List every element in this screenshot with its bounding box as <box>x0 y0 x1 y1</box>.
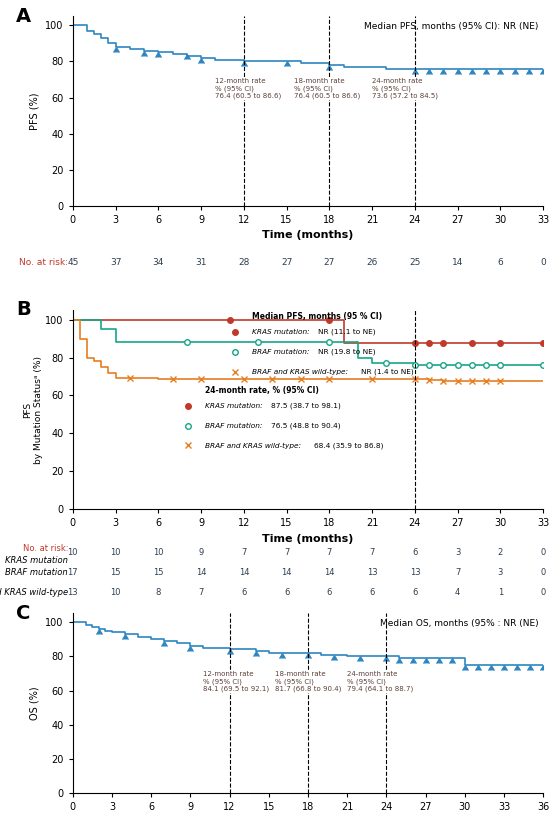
Text: C: C <box>16 605 31 623</box>
Text: 4: 4 <box>455 588 460 597</box>
Text: 76.5 (48.8 to 90.4): 76.5 (48.8 to 90.4) <box>271 422 341 429</box>
Text: 34: 34 <box>153 258 164 267</box>
Text: 14: 14 <box>239 569 249 578</box>
Text: 25: 25 <box>409 258 421 267</box>
Text: 37: 37 <box>110 258 122 267</box>
Text: 6: 6 <box>284 588 290 597</box>
Text: 24-month rate, % (95% CI): 24-month rate, % (95% CI) <box>204 386 319 395</box>
Text: 1: 1 <box>498 588 503 597</box>
X-axis label: Time (months): Time (months) <box>262 533 354 544</box>
Text: 15: 15 <box>153 569 164 578</box>
Text: KRAS mutation:: KRAS mutation: <box>251 329 311 335</box>
Text: 13: 13 <box>68 588 78 597</box>
Text: NR (11.1 to NE): NR (11.1 to NE) <box>318 329 376 335</box>
Text: 3: 3 <box>455 548 460 557</box>
Y-axis label: PFS
by Mutation Statusᵃ (%): PFS by Mutation Statusᵃ (%) <box>23 356 43 464</box>
Text: Median OS, months (95% : NR (NE): Median OS, months (95% : NR (NE) <box>380 618 539 627</box>
Text: 24-month rate
% (95% CI)
79.4 (64.1 to 88.7): 24-month rate % (95% CI) 79.4 (64.1 to 8… <box>347 672 413 693</box>
Text: B: B <box>16 300 31 319</box>
Text: 14: 14 <box>452 258 463 267</box>
Y-axis label: PFS (%): PFS (%) <box>30 92 40 130</box>
Text: 27: 27 <box>281 258 292 267</box>
Text: 13: 13 <box>367 569 377 578</box>
Text: 9: 9 <box>198 548 204 557</box>
Text: BRAF and KRAS wild-type:: BRAF and KRAS wild-type: <box>251 369 350 375</box>
Text: 10: 10 <box>110 548 121 557</box>
Text: 12-month rate
% (95% CI)
84.1 (69.5 to 92.1): 12-month rate % (95% CI) 84.1 (69.5 to 9… <box>203 672 269 693</box>
Text: 28: 28 <box>238 258 250 267</box>
Text: 0: 0 <box>540 258 546 267</box>
Text: A: A <box>16 7 31 26</box>
Text: NR (19.8 to NE): NR (19.8 to NE) <box>318 348 376 355</box>
Text: Median PFS, months (95% CI): NR (NE): Median PFS, months (95% CI): NR (NE) <box>364 22 539 31</box>
Text: 10: 10 <box>110 588 121 597</box>
Text: 8: 8 <box>156 588 161 597</box>
Text: 10: 10 <box>153 548 164 557</box>
Text: 0: 0 <box>540 588 546 597</box>
Text: KRAS mutation:: KRAS mutation: <box>204 402 264 409</box>
Text: 15: 15 <box>110 569 121 578</box>
Text: 6: 6 <box>498 258 503 267</box>
Text: No. at risk:: No. at risk: <box>22 545 68 554</box>
Text: BRAF and KRAS wild-type: BRAF and KRAS wild-type <box>0 588 68 597</box>
Text: BRAF mutation: BRAF mutation <box>6 569 68 578</box>
Text: 6: 6 <box>370 588 375 597</box>
Text: 14: 14 <box>324 569 335 578</box>
Text: No. at risk:: No. at risk: <box>19 258 68 267</box>
Text: KRAS mutation: KRAS mutation <box>5 556 68 565</box>
Text: 18-month rate
% (95% CI)
81.7 (66.8 to 90.4): 18-month rate % (95% CI) 81.7 (66.8 to 9… <box>276 672 342 693</box>
Text: BRAF and KRAS wild-type:: BRAF and KRAS wild-type: <box>204 443 303 448</box>
Text: 6: 6 <box>326 588 332 597</box>
Text: 3: 3 <box>498 569 503 578</box>
Text: 6: 6 <box>241 588 246 597</box>
Text: 0: 0 <box>540 548 546 557</box>
Text: 45: 45 <box>67 258 78 267</box>
Text: BRAF mutation:: BRAF mutation: <box>251 349 311 355</box>
Text: 24-month rate
% (95% CI)
73.6 (57.2 to 84.5): 24-month rate % (95% CI) 73.6 (57.2 to 8… <box>372 78 438 99</box>
X-axis label: Time (months): Time (months) <box>262 231 354 240</box>
Text: 10: 10 <box>68 548 78 557</box>
Text: 2: 2 <box>498 548 503 557</box>
Text: NR (1.4 to NE): NR (1.4 to NE) <box>361 369 413 375</box>
Text: 27: 27 <box>324 258 335 267</box>
Text: Median PFS, months (95 % CI): Median PFS, months (95 % CI) <box>251 312 382 321</box>
Text: 6: 6 <box>412 588 418 597</box>
Text: 12-month rate
% (95% CI)
76.4 (60.5 to 86.6): 12-month rate % (95% CI) 76.4 (60.5 to 8… <box>216 78 282 99</box>
Text: 14: 14 <box>196 569 206 578</box>
Text: 7: 7 <box>241 548 246 557</box>
Text: 18-month rate
% (95% CI)
76.4 (60.5 to 86.6): 18-month rate % (95% CI) 76.4 (60.5 to 8… <box>294 78 360 99</box>
Text: 0: 0 <box>540 569 546 578</box>
Text: 13: 13 <box>409 569 420 578</box>
Text: 17: 17 <box>68 569 78 578</box>
Text: 7: 7 <box>326 548 332 557</box>
Text: 7: 7 <box>284 548 290 557</box>
Text: 7: 7 <box>455 569 460 578</box>
Text: 31: 31 <box>195 258 207 267</box>
Text: 14: 14 <box>281 569 292 578</box>
Text: 26: 26 <box>366 258 378 267</box>
Text: BRAF mutation:: BRAF mutation: <box>204 423 264 429</box>
Text: 68.4 (35.9 to 86.8): 68.4 (35.9 to 86.8) <box>314 443 383 449</box>
Y-axis label: OS (%): OS (%) <box>30 686 40 720</box>
Text: 87.5 (38.7 to 98.1): 87.5 (38.7 to 98.1) <box>271 402 341 409</box>
Text: 7: 7 <box>198 588 204 597</box>
Text: 7: 7 <box>370 548 375 557</box>
Text: 6: 6 <box>412 548 418 557</box>
